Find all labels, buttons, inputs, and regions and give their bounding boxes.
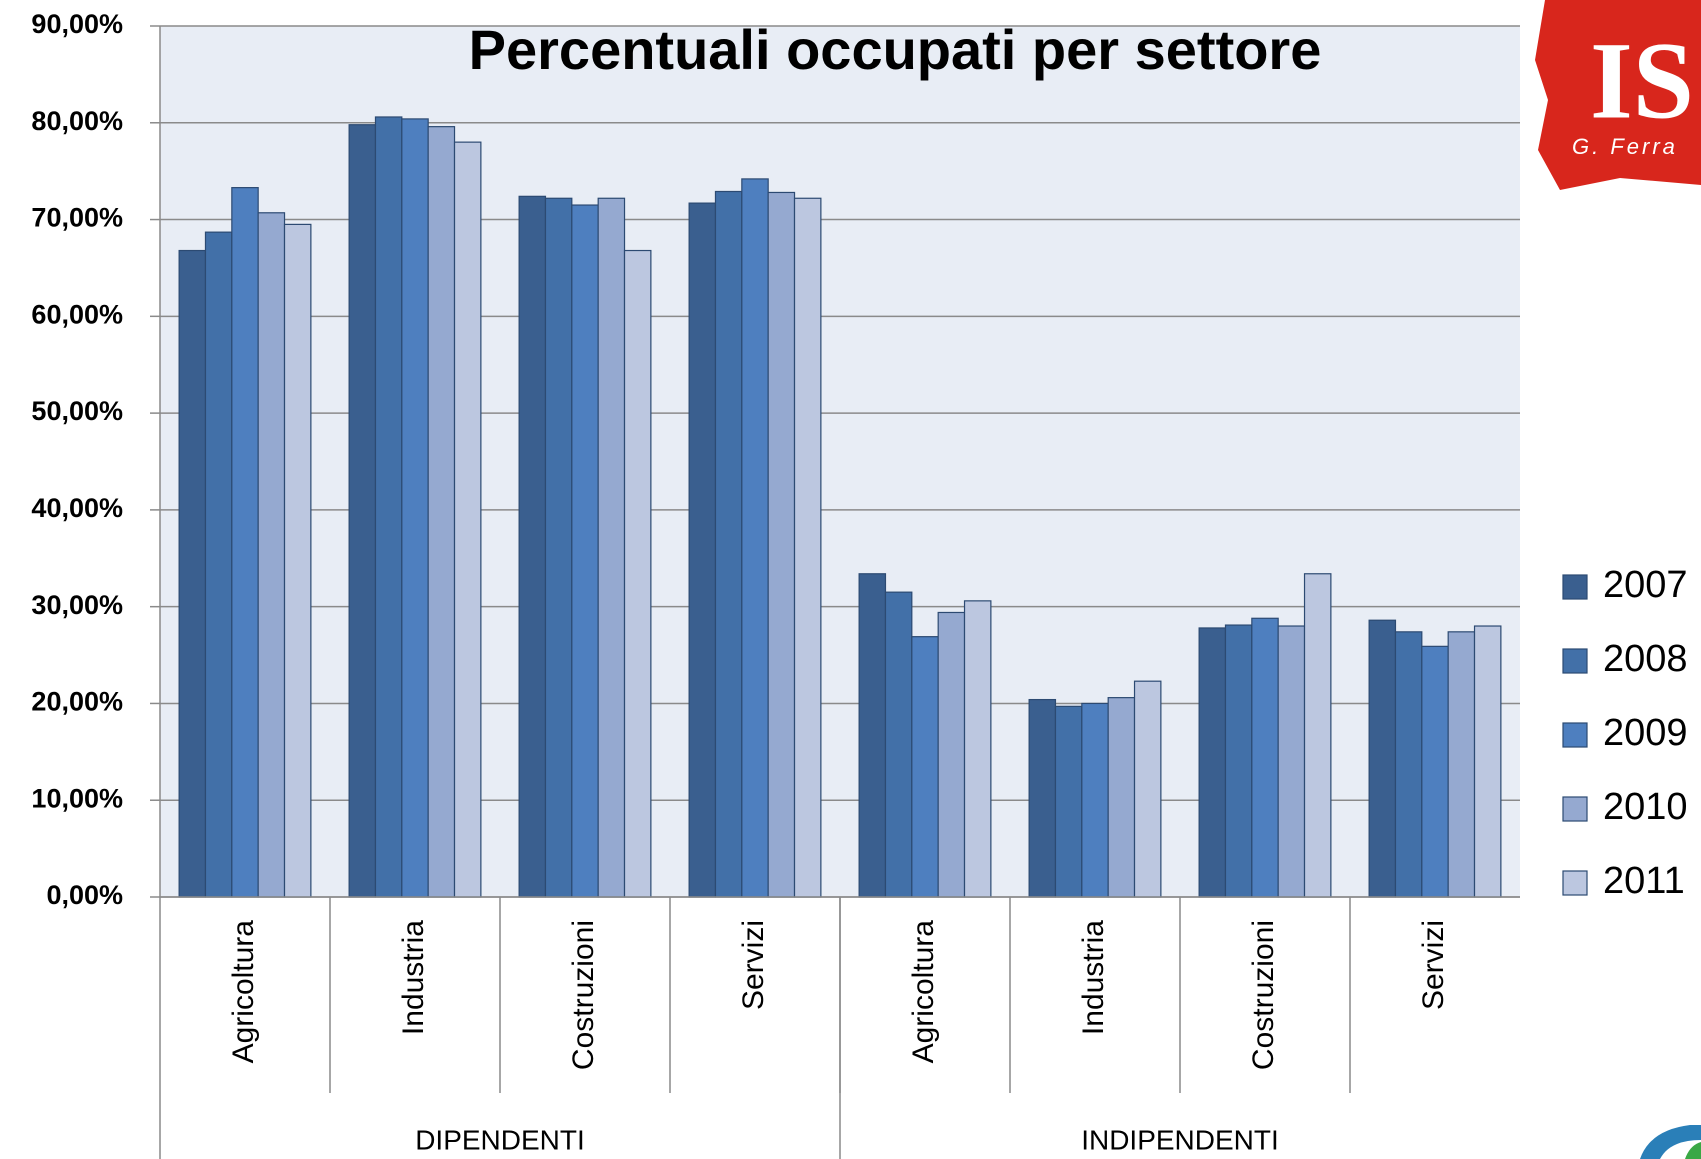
legend-swatch xyxy=(1562,574,1588,600)
bar xyxy=(1251,617,1279,898)
y-tick-label: 70,00% xyxy=(31,203,123,233)
chart-title: Percentuali occupati per settore xyxy=(469,18,1322,81)
y-tick-label: 40,00% xyxy=(31,493,123,523)
bar xyxy=(597,197,626,898)
bar xyxy=(1394,631,1423,898)
y-tick-label: 90,00% xyxy=(31,9,123,39)
group-label: DIPENDENTI xyxy=(415,1124,585,1155)
bar xyxy=(1054,705,1083,898)
bar xyxy=(1133,680,1162,898)
bar xyxy=(911,636,939,898)
corner-logo xyxy=(1685,1142,1701,1159)
logo-shape xyxy=(1535,0,1701,190)
legend-swatch xyxy=(1562,648,1588,674)
legend-label: 2010 xyxy=(1603,786,1688,828)
bar xyxy=(1473,625,1502,898)
bar xyxy=(374,116,403,898)
bar xyxy=(1081,702,1109,898)
bar xyxy=(544,197,573,898)
bar xyxy=(401,118,429,898)
bar xyxy=(767,191,796,898)
bar xyxy=(1107,697,1136,898)
group-label: INDIPENDENTI xyxy=(1081,1124,1279,1155)
bar xyxy=(623,249,652,898)
logo: IS G. Ferra xyxy=(1535,0,1701,190)
bar xyxy=(884,591,913,898)
bar xyxy=(453,141,482,898)
legend-label: 2008 xyxy=(1603,638,1688,680)
legend-label: 2009 xyxy=(1603,712,1688,754)
legend-swatch xyxy=(1562,796,1588,822)
bar xyxy=(1277,625,1306,898)
legend-label: 2007 xyxy=(1603,564,1688,606)
legend-swatch xyxy=(1562,722,1588,748)
corner-logo xyxy=(1640,1125,1701,1159)
bar xyxy=(1368,619,1397,898)
x-tick-label: Agricoltura xyxy=(227,920,260,1064)
x-tick-label: Servizi xyxy=(1417,920,1450,1010)
bar xyxy=(1198,627,1227,898)
bar xyxy=(688,202,717,898)
bar xyxy=(1224,624,1253,898)
bar xyxy=(1421,645,1449,898)
bar xyxy=(518,195,547,898)
bar xyxy=(204,231,233,898)
legend-swatch xyxy=(1562,870,1588,896)
x-tick-label: Agricoltura xyxy=(907,920,940,1064)
bar xyxy=(231,187,259,898)
x-tick-label: Costruzioni xyxy=(1247,920,1280,1070)
bar xyxy=(348,124,377,898)
bar xyxy=(741,178,769,898)
y-tick-label: 50,00% xyxy=(31,396,123,426)
bar xyxy=(427,126,456,898)
y-tick-label: 80,00% xyxy=(31,106,123,136)
bar xyxy=(937,611,966,898)
bar xyxy=(858,573,887,898)
logo-subtext: G. Ferra xyxy=(1572,134,1678,159)
y-tick-label: 10,00% xyxy=(31,783,123,813)
x-tick-label: Industria xyxy=(1077,920,1110,1035)
x-tick-label: Industria xyxy=(397,920,430,1035)
x-tick-label: Costruzioni xyxy=(567,920,600,1070)
bar xyxy=(571,204,599,898)
logo-text: IS xyxy=(1590,19,1694,141)
y-tick-label: 60,00% xyxy=(31,299,123,329)
bar xyxy=(1303,573,1332,898)
bar xyxy=(963,600,992,898)
legend-label: 2011 xyxy=(1603,860,1685,902)
bar xyxy=(1028,698,1057,898)
bar xyxy=(257,212,286,898)
bar xyxy=(178,249,207,898)
y-tick-label: 30,00% xyxy=(31,590,123,620)
x-tick-label: Servizi xyxy=(737,920,770,1010)
y-tick-label: 0,00% xyxy=(46,880,123,910)
bar xyxy=(283,223,312,898)
y-tick-label: 20,00% xyxy=(31,687,123,717)
bar xyxy=(793,197,822,898)
bar xyxy=(1447,631,1476,898)
bar xyxy=(714,190,743,898)
